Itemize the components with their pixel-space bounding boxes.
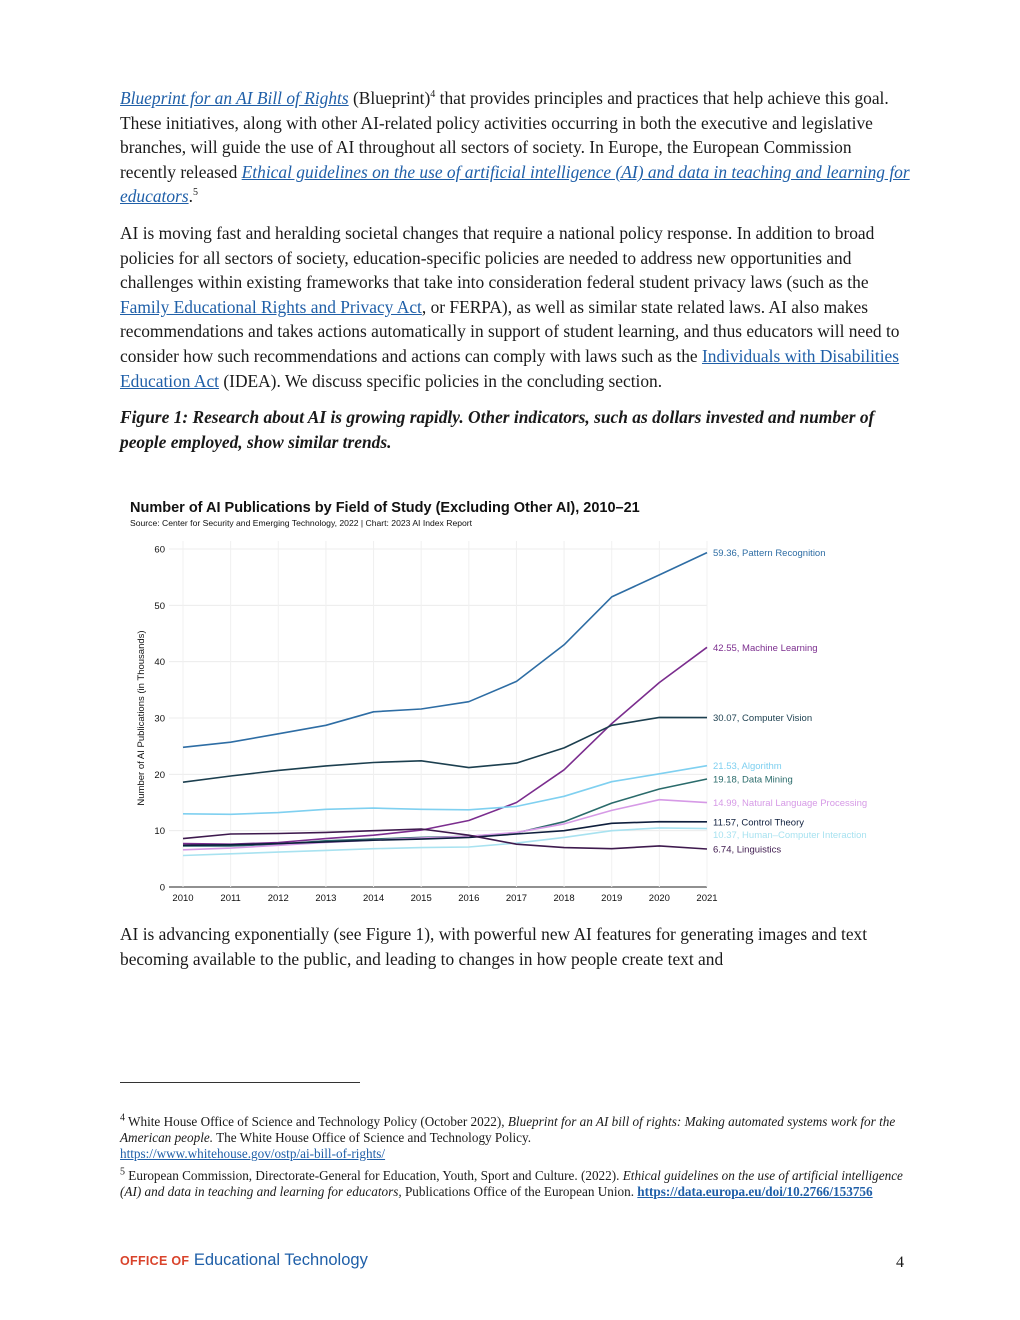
chart-figure: Number of AI Publications by Field of St… bbox=[128, 498, 898, 908]
footnote-number: 4 bbox=[120, 1112, 125, 1124]
footnote-number: 5 bbox=[120, 1167, 125, 1178]
paragraph-text: . bbox=[188, 186, 193, 207]
x-tick-label: 2015 bbox=[411, 893, 432, 904]
footnotes: 4 White House Office of Science and Tech… bbox=[120, 1112, 910, 1207]
x-tick-label: 2021 bbox=[696, 893, 717, 904]
y-tick-label: 30 bbox=[154, 714, 165, 725]
paragraph-blueprint: Blueprint for an AI Bill of Rights (Blue… bbox=[120, 86, 910, 209]
x-tick-label: 2020 bbox=[649, 893, 670, 904]
paragraph-text: that provides principles and practices t… bbox=[120, 88, 889, 182]
footnote-text: The White House Office of Science and Te… bbox=[213, 1129, 532, 1145]
figure-caption: Figure 1: Research about AI is growing r… bbox=[120, 407, 875, 452]
paragraph-text: , or FERPA), as well as similar state re… bbox=[120, 296, 900, 366]
x-tick-label: 2017 bbox=[506, 893, 527, 904]
series-end-label: 21.53, Algorithm bbox=[713, 761, 782, 772]
series-end-label: 11.57, Control Theory bbox=[713, 817, 804, 828]
line-chart: 0 10 20 30 40 50 60 2010 2011 2012 2013 2014 2015 201… bbox=[136, 541, 867, 904]
footnote-text: White House Office of Science and Techno… bbox=[125, 1114, 508, 1129]
footnote-title: Ethical guidelines on the use of artific… bbox=[120, 1168, 903, 1200]
series-line bbox=[182, 828, 708, 850]
office-logo: OFFICE OF Educational Technology bbox=[120, 1251, 368, 1270]
paragraph-advancing: AI is advancing exponentially (see Figur… bbox=[120, 924, 868, 969]
series-end-label: 59.36, Pattern Recognition bbox=[713, 548, 826, 559]
y-axis-label: Number of AI Publications (in Thousands) bbox=[136, 630, 147, 805]
link-blueprint-ai-bill-of-rights[interactable]: Blueprint for an AI Bill of Rights bbox=[120, 88, 349, 108]
logo-educational-technology: Educational Technology bbox=[193, 1251, 368, 1269]
y-tick-label: 20 bbox=[154, 770, 165, 781]
x-tick-label: 2011 bbox=[220, 893, 240, 904]
series-end-label: 30.07, Computer Vision bbox=[713, 713, 812, 724]
y-tick-label: 10 bbox=[154, 826, 165, 837]
x-tick-label: 2012 bbox=[268, 893, 289, 904]
series-end-label: 14.99, Natural Language Processing bbox=[713, 798, 867, 809]
footnote-ref-4[interactable]: 4 bbox=[430, 89, 436, 101]
x-tick-label: 2013 bbox=[315, 893, 336, 904]
footnote-link-whitehouse[interactable]: https://www.whitehouse.gov/ostp/ai-bill-… bbox=[120, 1145, 386, 1161]
chart-source: Source: Center for Security and Emerging… bbox=[130, 518, 473, 528]
y-tick-label: 50 bbox=[154, 601, 165, 612]
series-line bbox=[182, 764, 708, 816]
y-tick-label: 0 bbox=[160, 883, 165, 894]
x-tick-label: 2019 bbox=[601, 893, 622, 904]
y-tick-label: 60 bbox=[154, 545, 165, 556]
link-ferpa[interactable]: Family Educational Rights and Privacy Ac… bbox=[120, 296, 422, 317]
y-tick-label: 40 bbox=[154, 657, 165, 668]
series-end-label: 19.18, Data Mining bbox=[713, 774, 793, 785]
footnote-5: 5 European Commission, Directorate-Gener… bbox=[120, 1168, 910, 1200]
footnote-title: Blueprint for an AI bill of rights: Maki… bbox=[120, 1114, 896, 1145]
series-line bbox=[182, 716, 708, 783]
series-line bbox=[182, 820, 708, 847]
footnote-text: European Commission, Directorate-General… bbox=[125, 1168, 623, 1184]
paragraph-policy: AI is moving fast and heralding societal… bbox=[120, 221, 910, 393]
series-end-label: 42.55, Machine Learning bbox=[713, 643, 818, 654]
chart-title: Number of AI Publications by Field of St… bbox=[130, 500, 640, 516]
x-tick-label: 2014 bbox=[363, 893, 384, 904]
footnote-text: Publications Office of the European Unio… bbox=[401, 1184, 638, 1200]
x-tick-label: 2010 bbox=[172, 893, 193, 904]
series-line bbox=[182, 798, 708, 851]
series-line bbox=[182, 827, 708, 857]
link-idea[interactable]: Individuals with Disabilities Education … bbox=[120, 345, 900, 391]
paragraph-text: (Blueprint) bbox=[348, 88, 431, 108]
x-tick-label: 2018 bbox=[554, 893, 575, 904]
series-line bbox=[182, 551, 708, 749]
footnote-ref-5[interactable]: 5 bbox=[192, 187, 198, 199]
x-tick-label: 2016 bbox=[458, 893, 479, 904]
paragraph-text: AI is moving fast and heralding societal… bbox=[120, 222, 875, 293]
document-body: Blueprint for an AI Bill of Rights (Blue… bbox=[120, 86, 910, 470]
footnote-divider bbox=[120, 1082, 360, 1083]
logo-office-of: OFFICE OF bbox=[120, 1254, 190, 1268]
footnote-4: 4 White House Office of Science and Tech… bbox=[120, 1112, 910, 1161]
footnote-link-europa[interactable]: https://data.europa.eu/doi/10.2766/15375… bbox=[637, 1184, 873, 1200]
paragraph-text: (IDEA). We discuss specific policies in … bbox=[219, 370, 663, 391]
series-line bbox=[182, 646, 708, 846]
series-end-label: 10.37, Human–Computer Interaction bbox=[713, 830, 867, 841]
page-number: 4 bbox=[896, 1254, 904, 1271]
series-end-label: 6.74, Linguistics bbox=[713, 845, 781, 856]
link-ethical-guidelines[interactable]: Ethical guidelines on the use of artific… bbox=[120, 161, 910, 207]
